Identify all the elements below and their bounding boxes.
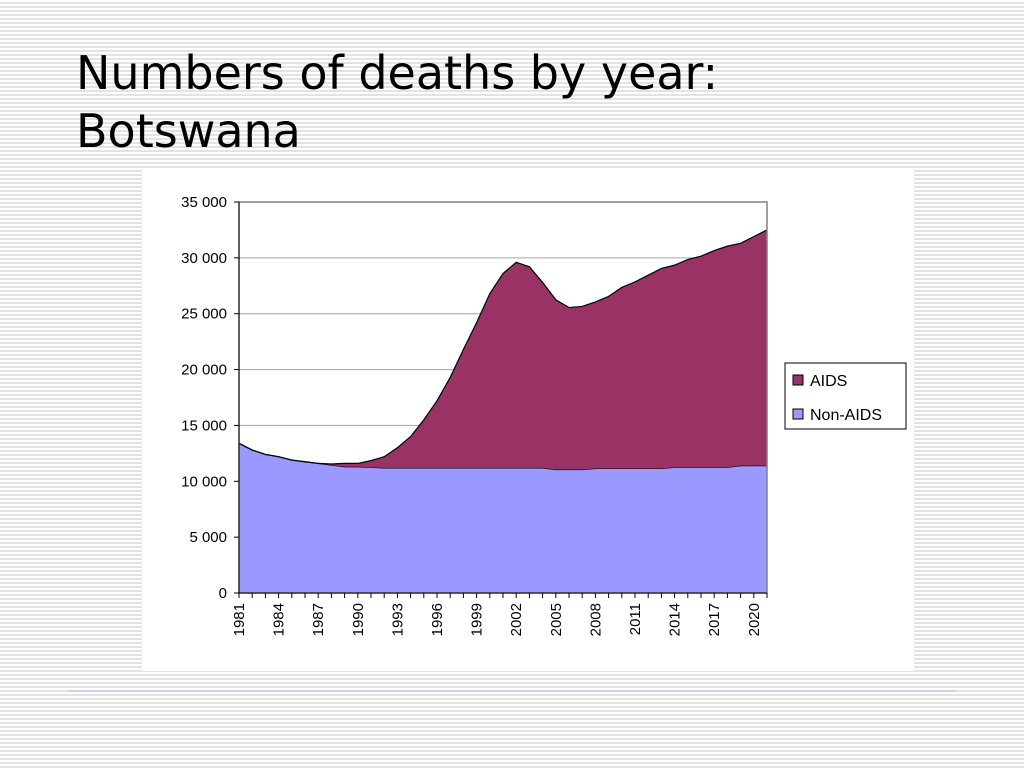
y-tick-label: 30 000 [181,250,227,267]
x-tick-label: 1990 [350,603,367,636]
slide-title-line1: Numbers of deaths by year: [76,46,719,100]
x-tick-label: 2008 [587,603,604,636]
y-tick-label: 5 000 [189,529,227,546]
x-tick-label: 1981 [231,603,248,636]
y-tick-label: 25 000 [181,306,227,323]
x-tick-label: 2005 [548,603,565,636]
area-non-aids [239,443,767,593]
slide-title: Numbers of deaths by year: Botswana [76,44,956,160]
legend-swatch [792,374,804,386]
legend-label: AIDS [810,373,847,390]
y-tick-label: 15 000 [181,417,227,434]
x-tick-label: 1996 [429,603,446,636]
footer-divider [68,690,956,692]
y-tick-label: 0 [219,585,227,602]
x-tick-label: 2011 [627,603,644,635]
area-chart: 0 5 000 10 000 15 000 20 000 25 000 30 000 35 0… [181,194,907,636]
y-tick-label: 35 000 [181,194,227,211]
y-tick-label: 20 000 [181,362,227,379]
legend-swatch [792,408,804,420]
x-tick-label: 2014 [667,603,684,636]
x-tick-label: 2020 [746,603,763,636]
x-tick-label: 1993 [389,603,406,636]
legend-label: Non-AIDS [810,407,882,424]
y-tick-label: 10 000 [181,473,227,490]
x-tick-label: 1999 [469,603,486,636]
area-aids [239,229,767,470]
x-tick-label: 2002 [508,603,525,636]
slide-title-line2: Botswana [76,104,301,158]
area-edge-aids [238,229,768,465]
x-tick-label: 1987 [310,603,327,636]
x-tick-label: 2017 [706,603,723,636]
x-tick-label: 1984 [271,603,288,636]
legend: AIDS Non-AIDS [784,362,907,430]
chart-container: 0 5 000 10 000 15 000 20 000 25 000 30 000 35 0… [142,168,914,671]
legend-box [784,362,907,430]
